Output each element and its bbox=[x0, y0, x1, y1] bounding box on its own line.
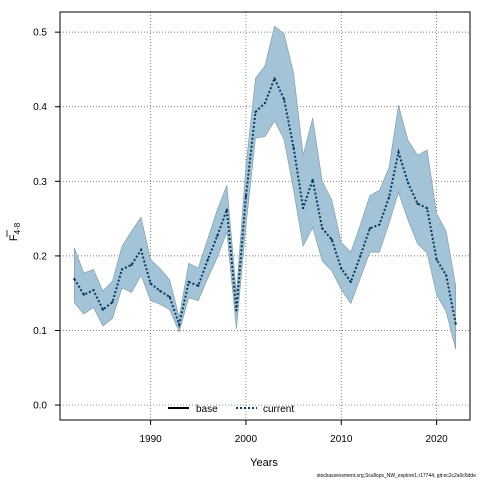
data-point bbox=[368, 227, 371, 230]
data-point bbox=[359, 254, 362, 258]
data-point bbox=[216, 234, 219, 237]
data-point bbox=[416, 202, 419, 205]
data-point bbox=[73, 277, 76, 281]
x-axis-title: Years bbox=[250, 457, 278, 469]
data-point bbox=[225, 208, 228, 211]
data-point bbox=[425, 207, 429, 210]
y-axis: 0.0 0.1 0.2 0.3 0.4 0.5 bbox=[33, 28, 60, 412]
data-point bbox=[292, 146, 295, 149]
x-axis: 1990 2000 2010 2020 bbox=[139, 420, 448, 445]
x-tick-label: 2000 bbox=[235, 434, 258, 445]
data-point bbox=[340, 267, 343, 270]
y-tick-label: 0.0 bbox=[33, 401, 47, 412]
data-point bbox=[435, 258, 438, 261]
data-point bbox=[206, 258, 209, 261]
data-point bbox=[254, 110, 257, 114]
data-point bbox=[263, 101, 267, 105]
data-point bbox=[111, 301, 114, 304]
data-point bbox=[130, 263, 133, 266]
footer-text: stockassessment.org,Scallops_NW_explore1… bbox=[317, 473, 476, 479]
data-point bbox=[387, 196, 391, 199]
plot-frame bbox=[59, 11, 471, 421]
y-axis-title-sub: 4-8 bbox=[13, 222, 22, 234]
data-point bbox=[273, 77, 276, 80]
data-point bbox=[159, 289, 162, 293]
legend-label-current: current bbox=[263, 404, 294, 415]
x-tick-label: 2010 bbox=[330, 434, 353, 445]
data-point bbox=[197, 284, 200, 287]
data-point bbox=[82, 293, 85, 296]
x-tick-label: 1990 bbox=[139, 434, 162, 445]
data-point bbox=[244, 195, 248, 198]
data-point bbox=[139, 248, 143, 252]
data-point bbox=[149, 282, 152, 285]
legend: base current bbox=[168, 404, 294, 415]
y-axis-title: F4-8 bbox=[6, 222, 22, 241]
data-point bbox=[178, 323, 181, 326]
data-point bbox=[406, 181, 410, 184]
uncertainty-band bbox=[74, 25, 456, 350]
data-point bbox=[302, 207, 305, 210]
svg-text:F4-8: F4-8 bbox=[8, 222, 22, 241]
data-point bbox=[311, 178, 314, 181]
y-tick-label: 0.3 bbox=[33, 177, 47, 188]
y-tick-label: 0.2 bbox=[33, 251, 47, 262]
data-point bbox=[454, 322, 457, 325]
data-points bbox=[73, 77, 457, 326]
data-point bbox=[397, 151, 400, 154]
y-tick-label: 0.1 bbox=[33, 326, 47, 337]
data-point bbox=[321, 227, 324, 230]
y-tick-label: 0.5 bbox=[33, 28, 47, 39]
x-tick-label: 2020 bbox=[426, 434, 449, 445]
data-point bbox=[120, 268, 124, 271]
y-tick-label: 0.4 bbox=[33, 102, 47, 113]
data-point bbox=[92, 289, 95, 292]
data-point bbox=[187, 280, 190, 284]
data-point bbox=[235, 309, 238, 312]
data-point bbox=[101, 308, 105, 311]
data-point bbox=[445, 274, 448, 277]
y-axis-title-main: F bbox=[8, 234, 20, 241]
data-point bbox=[330, 238, 333, 241]
data-point bbox=[378, 223, 381, 226]
data-point bbox=[349, 280, 352, 284]
data-point bbox=[168, 295, 171, 299]
data-point bbox=[282, 98, 286, 101]
legend-label-base: base bbox=[196, 404, 218, 415]
